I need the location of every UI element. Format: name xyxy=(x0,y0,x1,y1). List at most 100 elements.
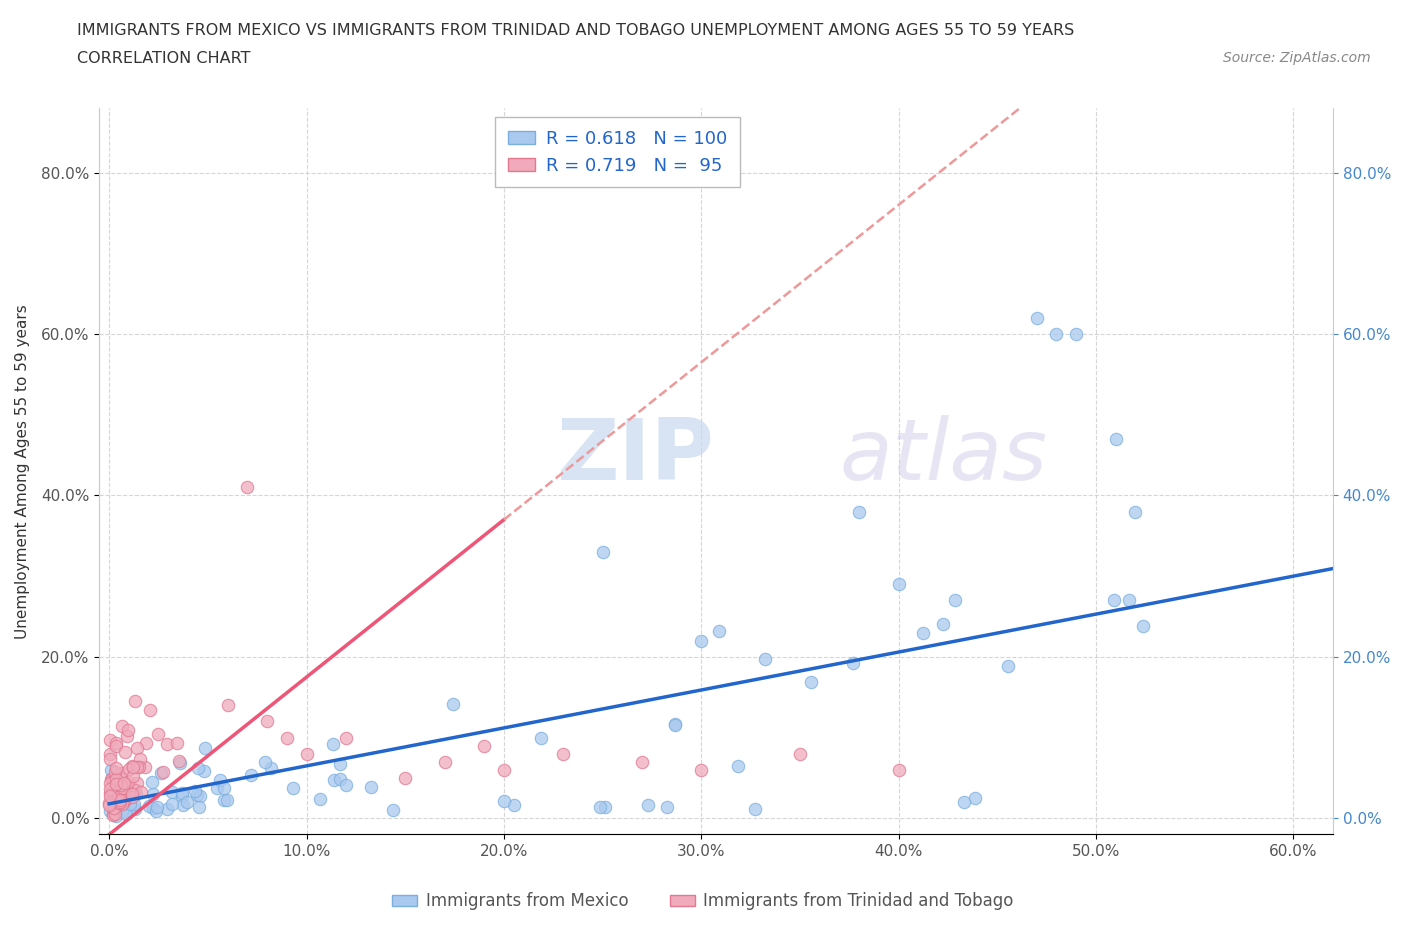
Point xyxy=(101,790,124,804)
Point xyxy=(105,738,128,753)
Point xyxy=(1105,432,1128,446)
Point xyxy=(236,480,259,495)
Point xyxy=(98,795,121,810)
Point xyxy=(103,772,125,787)
Point xyxy=(382,803,405,817)
Point xyxy=(276,730,298,745)
Point xyxy=(690,763,713,777)
Point xyxy=(108,795,131,810)
Point xyxy=(98,785,121,800)
Point xyxy=(887,577,910,591)
Point xyxy=(121,758,143,773)
Point xyxy=(187,760,209,775)
Point xyxy=(1025,311,1047,325)
Point xyxy=(112,776,135,790)
Point xyxy=(98,733,121,748)
Y-axis label: Unemployment Among Ages 55 to 59 years: Unemployment Among Ages 55 to 59 years xyxy=(15,304,30,639)
Point xyxy=(141,775,163,790)
Point xyxy=(152,764,174,779)
Point xyxy=(394,771,416,786)
Point xyxy=(114,777,136,791)
Point xyxy=(105,761,128,776)
Point xyxy=(125,740,148,755)
Point xyxy=(592,545,614,560)
Point xyxy=(176,794,198,809)
Point xyxy=(329,772,352,787)
Point xyxy=(912,626,935,641)
Point xyxy=(146,727,169,742)
Point xyxy=(104,798,127,813)
Point xyxy=(215,793,238,808)
Point xyxy=(145,804,167,818)
Point xyxy=(492,793,515,808)
Point xyxy=(100,763,122,777)
Point xyxy=(129,752,152,767)
Point xyxy=(146,800,169,815)
Point xyxy=(322,737,344,751)
Point xyxy=(100,771,122,786)
Point xyxy=(103,801,125,816)
Point xyxy=(107,790,129,805)
Point xyxy=(209,773,232,788)
Point xyxy=(139,702,162,717)
Point xyxy=(212,781,235,796)
Point xyxy=(129,784,152,799)
Point xyxy=(135,736,157,751)
Point xyxy=(134,759,156,774)
Point xyxy=(104,793,127,808)
Point xyxy=(360,779,382,794)
Point xyxy=(789,746,811,761)
Point xyxy=(121,787,143,802)
Point xyxy=(188,789,211,804)
Point xyxy=(799,675,821,690)
Point xyxy=(112,781,135,796)
Point xyxy=(149,765,172,780)
Point xyxy=(754,651,776,666)
Point xyxy=(887,763,910,777)
Point xyxy=(101,782,124,797)
Point xyxy=(172,788,194,803)
Point xyxy=(631,754,654,769)
Point xyxy=(172,798,194,813)
Point xyxy=(122,797,145,812)
Point xyxy=(1125,504,1147,519)
Point xyxy=(98,798,121,813)
Point xyxy=(128,760,150,775)
Legend: R = 0.618   N = 100, R = 0.719   N =  95: R = 0.618 N = 100, R = 0.719 N = 95 xyxy=(495,117,740,187)
Point xyxy=(110,780,132,795)
Point xyxy=(104,764,127,779)
Point xyxy=(932,617,955,631)
Point xyxy=(217,698,239,712)
Point xyxy=(105,736,128,751)
Point xyxy=(183,784,205,799)
Point xyxy=(295,746,318,761)
Point xyxy=(111,719,134,734)
Point xyxy=(105,808,128,823)
Point xyxy=(104,786,127,801)
Point xyxy=(124,782,146,797)
Point xyxy=(240,768,263,783)
Point xyxy=(502,797,524,812)
Text: atlas: atlas xyxy=(839,415,1047,498)
Point xyxy=(727,758,749,773)
Point xyxy=(138,799,160,814)
Point xyxy=(98,789,121,804)
Point xyxy=(121,768,143,783)
Point xyxy=(111,777,134,792)
Point xyxy=(118,762,141,777)
Point xyxy=(103,782,125,797)
Point xyxy=(115,777,138,792)
Point xyxy=(943,593,966,608)
Point xyxy=(156,802,179,817)
Point xyxy=(112,782,135,797)
Point xyxy=(744,802,766,817)
Point xyxy=(122,760,145,775)
Point xyxy=(111,797,134,812)
Point xyxy=(1132,619,1154,634)
Point xyxy=(111,766,134,781)
Point xyxy=(110,792,132,807)
Point xyxy=(100,787,122,802)
Point xyxy=(98,776,121,790)
Point xyxy=(112,792,135,807)
Point xyxy=(104,772,127,787)
